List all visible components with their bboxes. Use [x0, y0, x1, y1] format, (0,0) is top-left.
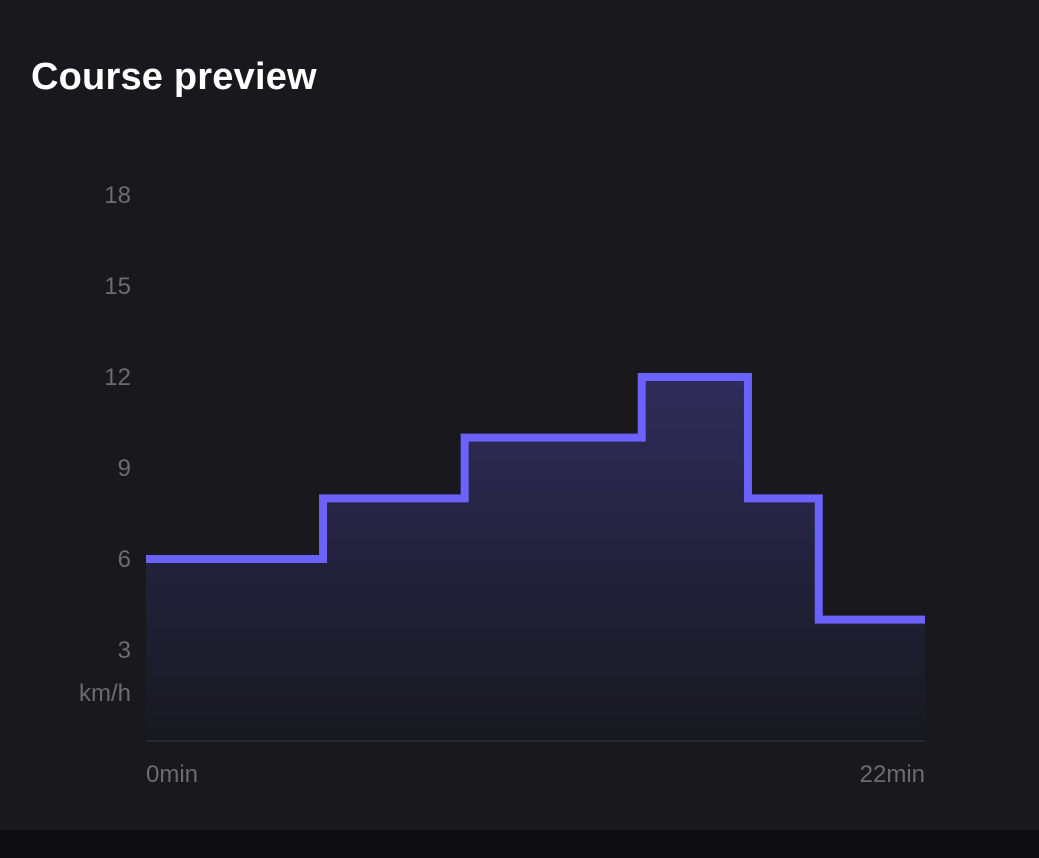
y-tick-label: 9 — [118, 455, 131, 482]
course-preview-panel: Course preview 3 6 9 12 15 18 km/h 0min 22min — [0, 0, 1039, 830]
speed-step-line — [146, 373, 925, 624]
y-axis-ticks: 3 6 9 12 15 18 — [104, 182, 131, 664]
page-title: Course preview — [31, 56, 317, 98]
y-tick-label: 15 — [104, 273, 131, 300]
speed-area-fill — [146, 377, 925, 741]
y-tick-label: 3 — [118, 637, 131, 664]
bottom-bar — [0, 830, 1039, 858]
y-axis-unit-label: km/h — [79, 680, 131, 707]
y-tick-label: 6 — [118, 546, 131, 573]
speed-chart: 3 6 9 12 15 18 km/h 0min 22min — [79, 182, 925, 788]
y-tick-label: 18 — [104, 182, 131, 209]
x-axis-start-label: 0min — [146, 761, 198, 788]
y-tick-label: 12 — [104, 364, 131, 391]
x-axis-end-label: 22min — [860, 761, 925, 788]
